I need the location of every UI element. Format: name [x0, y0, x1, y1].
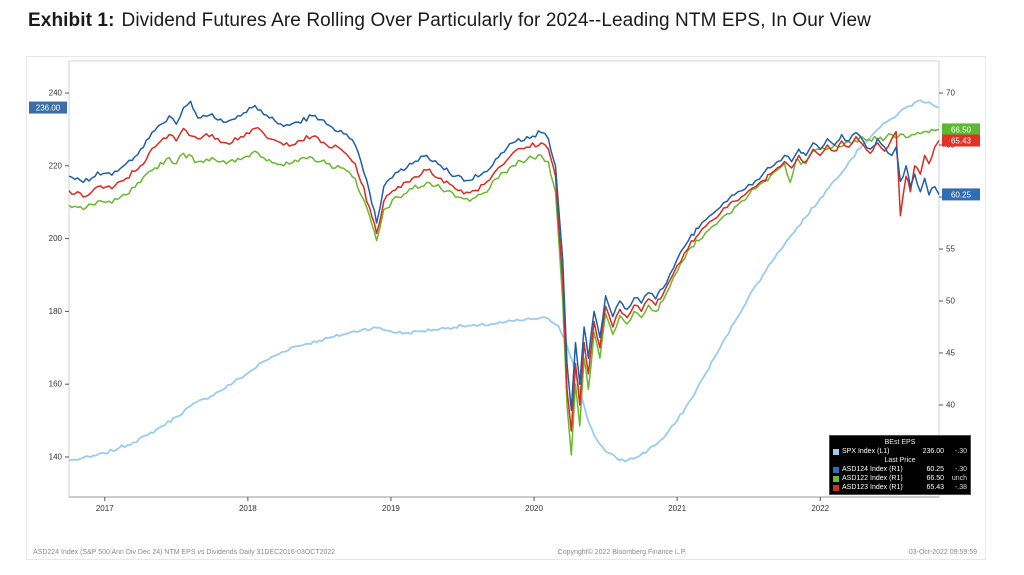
legend-series-change: -.38: [954, 484, 967, 491]
left-axis-label: 240: [49, 89, 63, 98]
left-axis-last-value-badge-text: 236.00: [36, 104, 61, 113]
series-line-div-2024: [68, 100, 940, 411]
chart-legend: BEst EPS SPX Index (L1) 236.00 -.30 Last Pri…: [829, 435, 971, 495]
x-axis-year-label: 2020: [525, 504, 543, 513]
legend-series-name: ASD123 Index (R1): [842, 484, 903, 491]
legend-group1-header: BEst EPS: [884, 439, 916, 446]
legend-series-value: 236.00: [922, 448, 944, 455]
plot-border: [68, 60, 940, 498]
right-axis-badge-0-text: 66.50: [951, 125, 972, 134]
legend-series-name: ASD122 Index (R1): [842, 475, 903, 482]
chart-footer: ASD224 Index (S&P 500 Ann Div Dec 24) NT…: [33, 549, 977, 556]
legend-series-change: unch: [951, 475, 967, 482]
legend-series-name: SPX Index (L1): [842, 448, 890, 455]
series-line-ntm-eps: [68, 99, 940, 463]
right-axis-badge-0: [942, 123, 980, 136]
exhibit-label: Exhibit 1:: [28, 10, 115, 31]
right-axis-label: 50: [946, 296, 955, 305]
legend-swatch: [833, 448, 839, 455]
legend-series-value: 66.50: [926, 475, 944, 482]
left-axis-label: 180: [49, 307, 63, 316]
chart-footer-left: ASD224 Index (S&P 500 Ann Div Dec 24) NT…: [33, 549, 336, 556]
x-axis-year-label: 2022: [811, 504, 829, 513]
chart-footer-right: 03-Oct-2022 09:59:59: [908, 549, 977, 556]
exhibit-heading: Exhibit 1: Dividend Futures Are Rolling O…: [28, 10, 871, 32]
series-line-div-2022: [68, 128, 940, 456]
left-axis-label: 160: [49, 380, 63, 389]
right-axis-badge-1-text: 65.43: [951, 137, 972, 146]
legend-row: ASD124 Index (R1) 60.25 -.30: [833, 465, 967, 474]
legend-series-change: -.30: [954, 448, 967, 455]
x-axis-year-label: 2017: [96, 504, 114, 513]
right-axis-badge-1: [942, 134, 980, 147]
right-axis-label: 55: [946, 244, 955, 253]
right-axis-label: 45: [946, 348, 955, 357]
left-axis-label: 140: [49, 452, 63, 461]
legend-swatch: [833, 484, 839, 491]
legend-series-change: -.30: [954, 466, 967, 473]
legend-group2-header: Last Price: [884, 457, 916, 464]
right-axis-label: 70: [946, 89, 955, 98]
legend-series-value: 60.25: [926, 466, 944, 473]
legend-series-name: ASD124 Index (R1): [842, 466, 903, 473]
left-axis-label: 220: [49, 161, 63, 170]
x-axis-year-label: 2018: [239, 504, 257, 513]
legend-swatch: [833, 466, 839, 473]
x-axis-year-label: 2019: [382, 504, 400, 513]
legend-row: ASD123 Index (R1) 65.43 -.38: [833, 483, 967, 492]
legend-swatch: [833, 475, 839, 482]
left-axis-last-value-badge: [29, 101, 67, 114]
legend-row: ASD122 Index (R1) 66.50 unch: [833, 474, 967, 483]
series-line-div-2023: [68, 126, 940, 432]
chart-canvas: 1401601802002202403540455055606570201720…: [29, 60, 980, 513]
right-axis-badge-2: [942, 188, 980, 201]
chart-frame: 1401601802002202403540455055606570201720…: [26, 56, 986, 560]
right-axis-badge-2-text: 60.25: [951, 190, 972, 199]
x-axis-year-label: 2021: [668, 504, 686, 513]
exhibit-title-text: Dividend Futures Are Rolling Over Partic…: [121, 10, 871, 31]
legend-row: SPX Index (L1) 236.00 -.30: [833, 447, 967, 456]
right-axis-label: 40: [946, 400, 955, 409]
chart-footer-center: Copyright© 2022 Bloomberg Finance L.P.: [557, 549, 687, 556]
legend-series-value: 65.43: [926, 484, 944, 491]
left-axis-label: 200: [49, 234, 63, 243]
